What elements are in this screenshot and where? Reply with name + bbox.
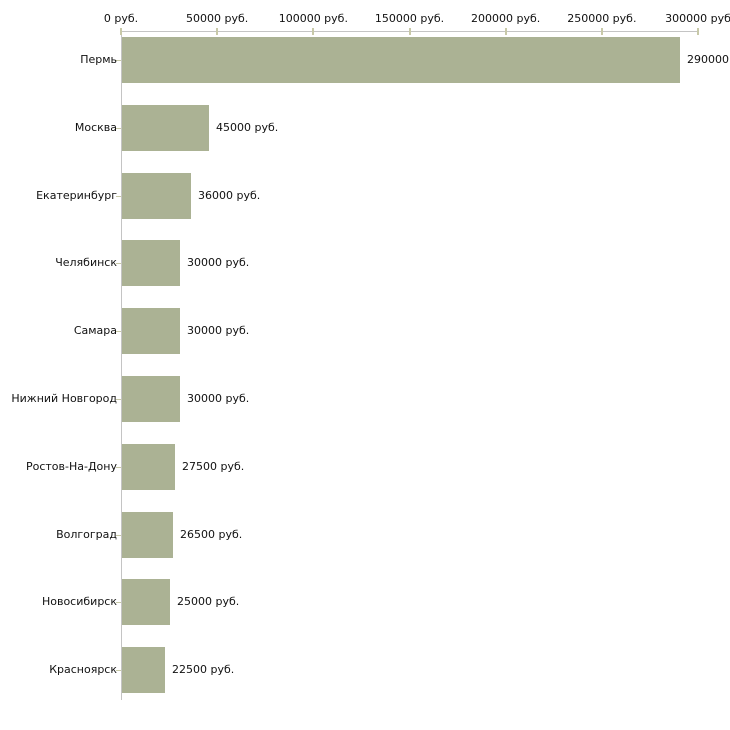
category-label: Екатеринбург [36,189,117,202]
value-label: 30000 руб. [187,256,250,269]
x-axis-tick [504,28,507,35]
value-label: 45000 руб. [216,121,279,134]
value-label: 26500 руб. [180,528,243,541]
value-label: 36000 руб. [198,189,261,202]
y-axis-tick [116,670,121,671]
bar [122,579,170,625]
x-axis-tick-label: 200000 руб. [471,12,541,25]
category-label: Москва [74,121,117,134]
category-label: Красноярск [49,663,117,676]
value-label: 22500 руб. [172,663,235,676]
bar [122,444,175,490]
x-axis-tick-label: 300000 руб [665,12,730,25]
bar [122,308,180,354]
bar [122,376,180,422]
x-axis-tick-label: 150000 руб. [374,12,445,25]
y-axis-tick [116,196,121,197]
bar [122,37,680,83]
value-label: 27500 руб. [182,460,245,473]
x-axis-tick-label: 100000 руб. [278,12,348,25]
y-axis-line [121,31,122,700]
category-label: Волгоград [56,528,117,541]
category-label: Нижний Новгород [11,392,117,405]
bar [122,240,180,286]
bar [122,173,191,219]
y-axis-tick [116,467,121,468]
x-axis-tick [697,28,699,35]
y-axis-tick [116,263,121,264]
y-axis-tick [116,331,121,332]
x-axis-tick-label: 250000 руб. [567,12,637,25]
x-axis-tick [408,28,411,35]
value-label: 30000 руб. [187,324,250,337]
y-axis-tick [116,399,121,400]
x-axis-tick [312,28,315,35]
y-axis-tick [116,602,121,603]
category-label: Ростов-На-Дону [25,460,117,473]
category-label: Самара [73,324,117,337]
y-axis-tick [116,60,121,61]
y-axis-tick [116,535,121,536]
bar [122,105,209,151]
value-label: 30000 руб. [187,392,250,405]
y-axis-tick [116,128,121,129]
bar [122,647,165,693]
x-axis-tick-label: 50000 руб. [186,12,249,25]
x-axis-tick [120,28,122,35]
category-label: Пермь [80,53,117,66]
x-axis-tick [216,28,219,35]
value-label: 290000 [687,53,729,66]
category-label: Челябинск [55,256,117,269]
x-axis-tick [600,28,603,35]
value-label: 25000 руб. [177,595,240,608]
category-label: Новосибирск [41,595,117,608]
bar [122,512,173,558]
x-axis-tick-label: 0 руб. [103,12,139,25]
